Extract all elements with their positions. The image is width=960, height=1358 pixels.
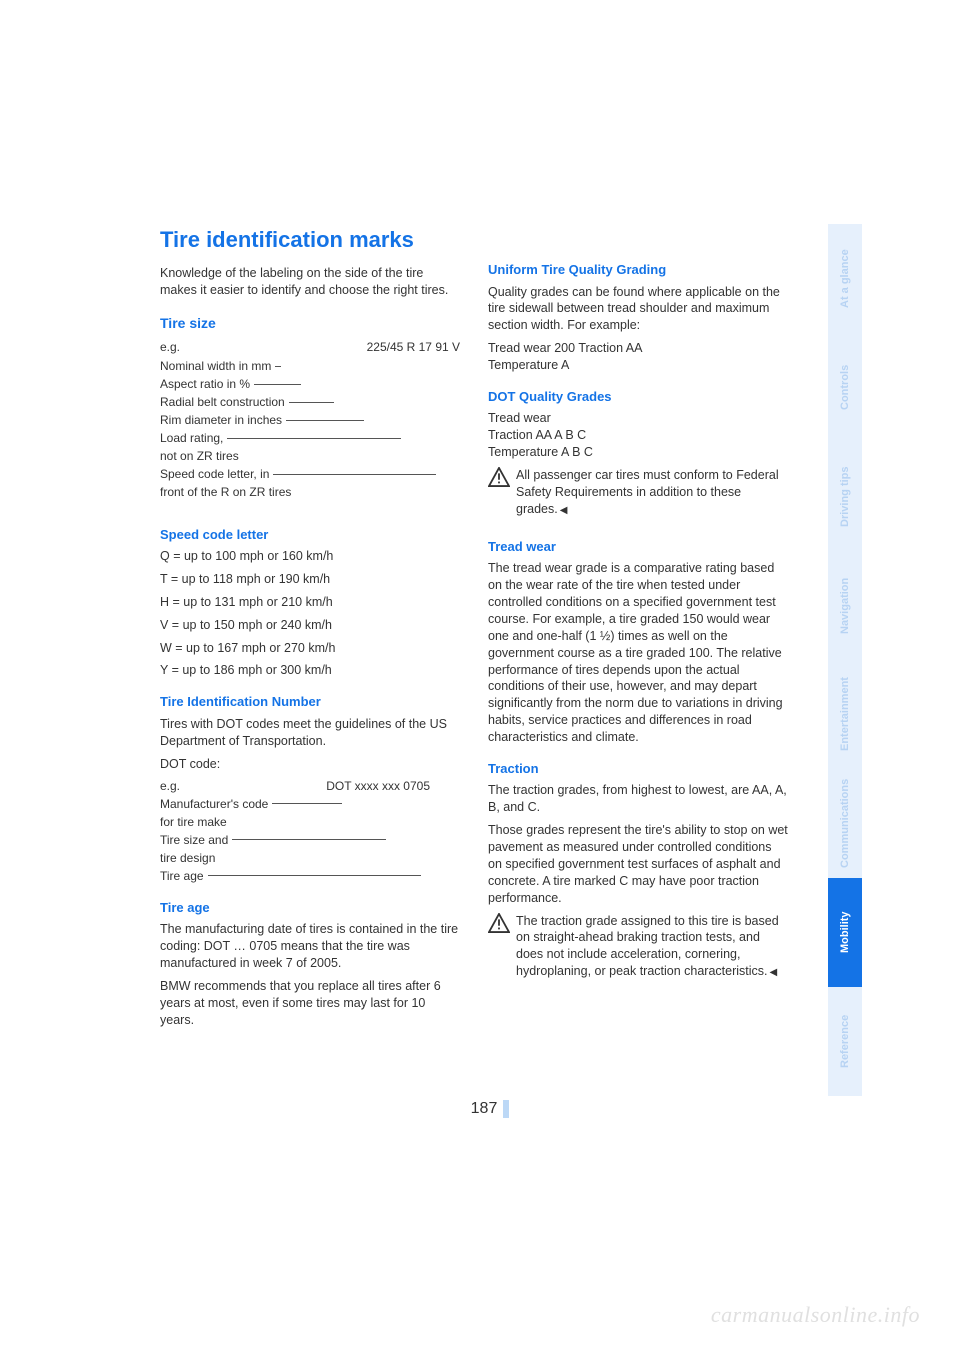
tab-mobility[interactable]: Mobility [828, 878, 862, 987]
dot-code: DOT xxxx xxx 0705 [326, 778, 430, 794]
page-number: 187 [471, 1100, 498, 1118]
utqg-p1: Quality grades can be found where applic… [488, 284, 788, 335]
utqg-p2a: Tread wear 200 Traction AA [488, 340, 788, 357]
speed-heading: Speed code letter [160, 526, 460, 544]
dotq-l1: Tread wear [488, 410, 788, 427]
section-tabs: At a glance Controls Driving tips Naviga… [828, 224, 862, 1096]
speed-list: Q = up to 100 mph or 160 km/h T = up to … [160, 548, 460, 679]
age-p2: BMW recommends that you replace all tire… [160, 978, 460, 1029]
traction-warning-text: The traction grade assigned to this tire… [516, 913, 788, 981]
tin-body: Tires with DOT codes meet the guidelines… [160, 716, 460, 750]
tire-size-diagram: e.g. 225/45 R 17 91 V Nominal width in mm… [160, 339, 460, 501]
tab-navigation[interactable]: Navigation [828, 551, 862, 660]
tab-entertainment[interactable]: Entertainment [828, 660, 862, 769]
warning-icon [488, 467, 510, 487]
tire-size-row: Radial belt construction [160, 394, 285, 410]
age-p1: The manufacturing date of tires is conta… [160, 921, 460, 972]
tire-size-row: not on ZR tires [160, 448, 239, 464]
utqg-heading: Uniform Tire Quality Grading [488, 261, 788, 279]
traction-p2: Those grades represent the tire's abilit… [488, 822, 788, 906]
dot-row: tire design [160, 850, 215, 866]
dotq-l3: Temperature A B C [488, 444, 788, 461]
traction-warning: The traction grade assigned to this tire… [488, 913, 788, 987]
dot-row: for tire make [160, 814, 227, 830]
tab-communications[interactable]: Communications [828, 769, 862, 878]
tire-size-heading: Tire size [160, 314, 460, 333]
page-marker [503, 1100, 509, 1118]
dot-diagram: e.g. DOT xxxx xxx 0705 Manufacturer's cod… [160, 778, 460, 884]
tread-body: The tread wear grade is a comparative ra… [488, 560, 788, 746]
speed-item: T = up to 118 mph or 190 km/h [160, 571, 460, 588]
tire-size-row: Nominal width in mm [160, 358, 271, 374]
traction-heading: Traction [488, 760, 788, 778]
dotq-heading: DOT Quality Grades [488, 388, 788, 406]
dot-label: DOT code: [160, 756, 460, 773]
right-column: Uniform Tire Quality Grading Quality gra… [488, 225, 788, 1034]
dot-row: Tire size and [160, 832, 228, 848]
dot-row: Tire age [160, 868, 204, 884]
dotq-l2: Traction AA A B C [488, 427, 788, 444]
tire-size-row: Rim diameter in inches [160, 412, 282, 428]
dotq-warning: All passenger car tires must conform to … [488, 467, 788, 524]
warning-icon [488, 913, 510, 933]
age-heading: Tire age [160, 899, 460, 917]
tire-size-row: Aspect ratio in % [160, 376, 250, 392]
dot-eg: e.g. [160, 778, 180, 794]
traction-p1: The traction grades, from highest to low… [488, 782, 788, 816]
page-title: Tire identification marks [160, 225, 460, 255]
speed-item: H = up to 131 mph or 210 km/h [160, 594, 460, 611]
tire-size-code: 225/45 R 17 91 V [367, 339, 460, 357]
tire-size-row: Load rating, [160, 430, 223, 446]
tab-at-a-glance[interactable]: At a glance [828, 224, 862, 333]
utqg-p2b: Temperature A [488, 357, 788, 374]
tire-size-eg: e.g. [160, 339, 180, 355]
tin-heading: Tire Identification Number [160, 693, 460, 711]
speed-item: Y = up to 186 mph or 300 km/h [160, 662, 460, 679]
tab-driving-tips[interactable]: Driving tips [828, 442, 862, 551]
intro-text: Knowledge of the labeling on the side of… [160, 265, 460, 299]
speed-item: Q = up to 100 mph or 160 km/h [160, 548, 460, 565]
page-number-block: 187 [460, 1100, 520, 1118]
tab-controls[interactable]: Controls [828, 333, 862, 442]
left-column: Tire identification marks Knowledge of t… [160, 225, 460, 1034]
tire-size-row: Speed code letter, in [160, 466, 269, 482]
watermark: carmanualsonline.info [711, 1302, 920, 1328]
tire-size-row: front of the R on ZR tires [160, 484, 291, 500]
tab-reference[interactable]: Reference [828, 987, 862, 1096]
speed-item: V = up to 150 mph or 240 km/h [160, 617, 460, 634]
dotq-warning-text: All passenger car tires must conform to … [516, 467, 788, 518]
speed-item: W = up to 167 mph or 270 km/h [160, 640, 460, 657]
tread-heading: Tread wear [488, 538, 788, 556]
dot-row: Manufacturer's code [160, 796, 268, 812]
